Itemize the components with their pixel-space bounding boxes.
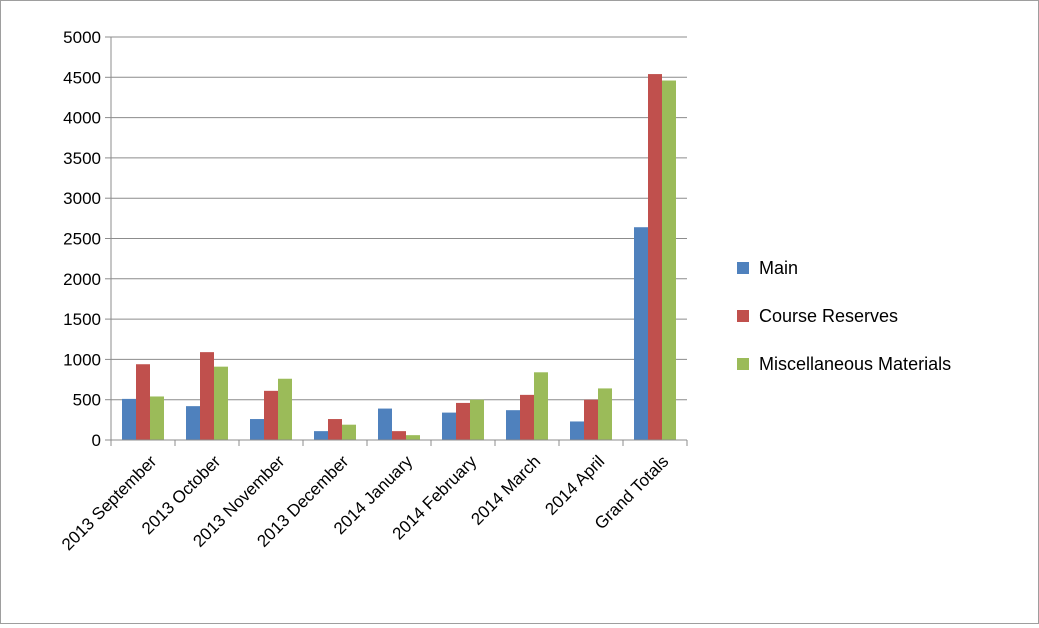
bar-course-reserves [264, 390, 278, 440]
bar-main [634, 227, 648, 440]
bar-miscellaneous-materials [534, 372, 548, 440]
bar-miscellaneous-materials [598, 388, 612, 440]
bar-course-reserves [584, 399, 598, 440]
x-category-label: 2014 April [541, 452, 608, 519]
y-tick-label: 3500 [63, 149, 101, 168]
y-tick-label: 4000 [63, 109, 101, 128]
y-axis: 0 500 1000 1500 2000 2500 3000 3500 4000 4500 5000 [63, 28, 112, 450]
bar-main [378, 408, 392, 440]
bar-miscellaneous-materials [150, 396, 164, 440]
gridlines [111, 36, 687, 401]
legend: Main Course Reserves Miscellaneous Materia… [737, 258, 951, 374]
bar-miscellaneous-materials [470, 399, 484, 440]
y-tick-label: 1000 [63, 350, 101, 369]
bars [122, 74, 676, 441]
legend-swatch [737, 310, 749, 322]
legend-swatch [737, 262, 749, 274]
legend-swatch [737, 358, 749, 370]
bar-miscellaneous-materials [214, 366, 228, 440]
bar-main [186, 406, 200, 440]
y-tick-label: 500 [73, 391, 101, 410]
bar-main [442, 412, 456, 440]
bar-miscellaneous-materials [278, 378, 292, 440]
bar-course-reserves [456, 402, 470, 440]
y-tick-label: 4500 [63, 68, 101, 87]
bar-course-reserves [392, 431, 406, 440]
bar-miscellaneous-materials [342, 424, 356, 440]
bar-main [570, 421, 584, 440]
x-category-label: 2013 September [58, 452, 161, 555]
bar-course-reserves [200, 352, 214, 440]
bar-miscellaneous-materials [406, 435, 420, 440]
bar-course-reserves [520, 394, 534, 440]
x-category-label: 2014 March [467, 452, 544, 529]
legend-label: Course Reserves [759, 306, 898, 326]
bar-course-reserves [648, 74, 662, 441]
bar-course-reserves [136, 364, 150, 440]
bar-main [506, 410, 520, 440]
y-tick-label: 2000 [63, 270, 101, 289]
legend-label: Main [759, 258, 798, 278]
legend-label: Miscellaneous Materials [759, 354, 951, 374]
y-tick-label: 1500 [63, 310, 101, 329]
bar-main [122, 398, 136, 440]
y-tick-label: 0 [92, 431, 101, 450]
bar-course-reserves [328, 419, 342, 440]
bar-main [314, 431, 328, 440]
bar-main [250, 419, 264, 440]
y-tick-label: 2500 [63, 230, 101, 249]
y-tick-label: 3000 [63, 189, 101, 208]
bar-miscellaneous-materials [662, 80, 676, 441]
y-tick-label: 5000 [63, 28, 101, 47]
